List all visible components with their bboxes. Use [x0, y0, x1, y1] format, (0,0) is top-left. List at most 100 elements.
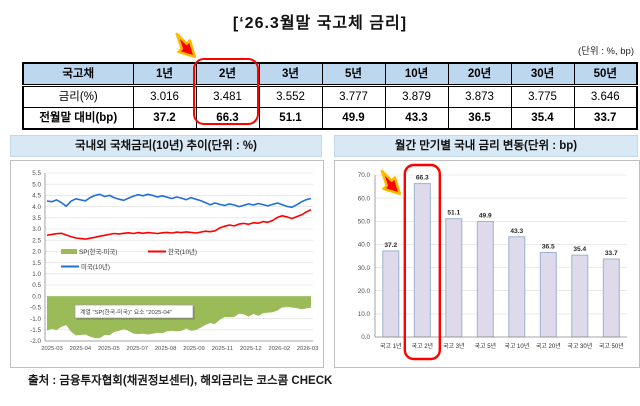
value-cell: 3.646 — [573, 85, 638, 108]
svg-text:2025-03: 2025-03 — [41, 346, 63, 352]
value-cell: 3.777 — [321, 85, 386, 108]
line-chart-panel: 5.5 5.0 4.5 4.0 3.5 3.0 2.5 2.0 1.5 1.0 0.5 0.0 -0.5… — [10, 160, 324, 368]
svg-text:5.0: 5.0 — [32, 181, 41, 188]
bar-chart-title: 월간 만기별 국내 금리 변동(단위 : bp) — [334, 135, 638, 157]
col-header: 30년 — [510, 62, 575, 87]
bar-7 — [602, 258, 620, 338]
col-header: 2년 — [195, 62, 260, 87]
highlight-arrow-bar-icon — [380, 169, 402, 196]
svg-text:10.0: 10.0 — [358, 311, 371, 318]
svg-text:2025-12: 2025-12 — [240, 346, 262, 352]
svg-text:2025-05: 2025-05 — [98, 346, 120, 352]
col-header: 50년 — [573, 62, 638, 87]
svg-text:국고 1년: 국고 1년 — [380, 342, 402, 350]
bar-4 — [508, 236, 526, 338]
value-cell: 36.5 — [447, 107, 512, 130]
svg-text:2025-09: 2025-09 — [183, 346, 205, 352]
value-cell: 66.3 — [195, 107, 260, 130]
col-header: 1년 — [132, 62, 197, 87]
value-cell: 43.3 — [384, 107, 449, 130]
svg-text:국고 20년: 국고 20년 — [536, 342, 561, 350]
korea-line — [46, 208, 312, 240]
table-row: 금리(%) 3.016 3.481 3.552 3.777 3.879 3.873 3.775… — [22, 85, 638, 108]
rates-table: 국고채 1년 2년 3년 5년 10년 20년 30년 50년 금리(%) 3.016 3.481 3.… — [22, 62, 638, 130]
value-cell: 33.7 — [573, 107, 638, 130]
svg-text:국고 30년: 국고 30년 — [567, 342, 592, 350]
svg-text:20.0: 20.0 — [358, 288, 371, 295]
svg-text:1.0: 1.0 — [32, 271, 41, 278]
svg-text:국고 2년: 국고 2년 — [412, 342, 434, 350]
svg-text:0.0: 0.0 — [361, 334, 370, 341]
col-header: 국고채 — [22, 62, 134, 87]
value-cell: 51.1 — [258, 107, 323, 130]
value-cell: 3.016 — [132, 85, 197, 108]
unit-note: (단위 : %, bp) — [577, 46, 634, 57]
svg-text:2025-04: 2025-04 — [70, 346, 92, 352]
svg-text:51.1: 51.1 — [447, 210, 460, 217]
bar-0 — [382, 250, 400, 338]
svg-text:2.0: 2.0 — [32, 249, 41, 256]
svg-text:2025-08: 2025-08 — [155, 346, 177, 352]
svg-text:0.5: 0.5 — [32, 282, 41, 289]
svg-text:2025-11: 2025-11 — [212, 346, 233, 352]
svg-text:50.0: 50.0 — [358, 219, 371, 226]
bar-chart: 0.0 10.0 20.0 30.0 40.0 50.0 60.0 70.0 37.2 국고 1년… — [358, 163, 627, 361]
svg-text:SP(한국-미국): SP(한국-미국) — [79, 247, 117, 256]
value-cell: 3.552 — [258, 85, 323, 108]
svg-text:4.0: 4.0 — [32, 204, 41, 211]
svg-text:60.0: 60.0 — [358, 195, 371, 202]
value-cell: 37.2 — [132, 107, 197, 130]
value-cell: 49.9 — [321, 107, 386, 130]
line-chart-title: 국내외 국채금리(10년) 추이(단위 : %) — [10, 135, 322, 157]
table-row: 전월말 대비(bp) 37.2 66.3 51.1 49.9 43.3 36.5 35.4 33… — [22, 107, 638, 130]
svg-text:국고 10년: 국고 10년 — [504, 342, 529, 350]
svg-text:0.0: 0.0 — [32, 293, 41, 300]
svg-text:-0.5: -0.5 — [30, 305, 41, 312]
svg-text:35.4: 35.4 — [573, 246, 586, 253]
svg-text:-1.5: -1.5 — [30, 327, 41, 334]
col-header: 10년 — [384, 62, 449, 87]
line-chart: 5.5 5.0 4.5 4.0 3.5 3.0 2.5 2.0 1.5 1.0 0.5 0.0 -0.5… — [30, 170, 319, 352]
svg-text:2026-02: 2026-02 — [268, 346, 290, 352]
highlight-box-2yr-bar — [403, 163, 442, 361]
highlight-arrow-table-icon — [175, 32, 197, 59]
svg-text:국고 50년: 국고 50년 — [599, 342, 624, 350]
svg-text:1.5: 1.5 — [32, 260, 41, 267]
source-note: 출처 : 금융투자협회(채권정보센터), 해외금리는 코스콤 CHECK — [28, 375, 333, 387]
svg-text:3.0: 3.0 — [32, 226, 41, 233]
row-label: 전월말 대비(bp) — [22, 107, 134, 130]
svg-text:국고 5년: 국고 5년 — [475, 342, 497, 350]
svg-text:5.5: 5.5 — [32, 170, 41, 177]
svg-text:30.0: 30.0 — [358, 265, 371, 272]
svg-text:2025-07: 2025-07 — [126, 346, 148, 352]
svg-text:2026-03: 2026-03 — [297, 346, 319, 352]
row-label: 금리(%) — [22, 85, 134, 108]
bar-chart-panel: 0.0 10.0 20.0 30.0 40.0 50.0 60.0 70.0 37.2 국고 1년… — [334, 160, 640, 368]
page-title: [‘26.3월말 국고체 금리] — [232, 15, 408, 32]
us-line — [46, 193, 312, 209]
svg-text:한국(10년): 한국(10년) — [168, 247, 197, 256]
bar-1 — [413, 183, 431, 338]
value-cell: 3.481 — [195, 85, 260, 108]
bar-3 — [476, 221, 494, 338]
rates-table-wrap: 국고채 1년 2년 3년 5년 10년 20년 30년 50년 금리(%) 3.016 3.481 3.… — [22, 62, 638, 130]
col-header: 5년 — [321, 62, 386, 87]
svg-text:36.5: 36.5 — [542, 244, 555, 251]
svg-text:40.0: 40.0 — [358, 242, 371, 249]
bar-2 — [445, 218, 463, 338]
legend: SP(한국-미국) 한국(10년) 미국(10년) — [61, 247, 197, 271]
chart-tooltip: 계열 "SP(한국-미국)" 요소 "2025-04" — [74, 304, 195, 320]
svg-text:계열 "SP(한국-미국)" 요소 "2025-04": 계열 "SP(한국-미국)" 요소 "2025-04" — [80, 308, 172, 316]
value-cell: 3.873 — [447, 85, 512, 108]
svg-text:-2.0: -2.0 — [30, 338, 41, 345]
svg-text:미국(10년): 미국(10년) — [81, 262, 110, 271]
svg-text:33.7: 33.7 — [605, 250, 618, 257]
svg-text:43.3: 43.3 — [510, 228, 523, 235]
svg-text:66.3: 66.3 — [416, 175, 429, 182]
value-cell: 35.4 — [510, 107, 575, 130]
svg-text:37.2: 37.2 — [384, 242, 397, 249]
svg-text:국고 3년: 국고 3년 — [443, 342, 465, 350]
svg-text:-1.0: -1.0 — [30, 316, 41, 323]
value-cell: 3.775 — [510, 85, 575, 108]
